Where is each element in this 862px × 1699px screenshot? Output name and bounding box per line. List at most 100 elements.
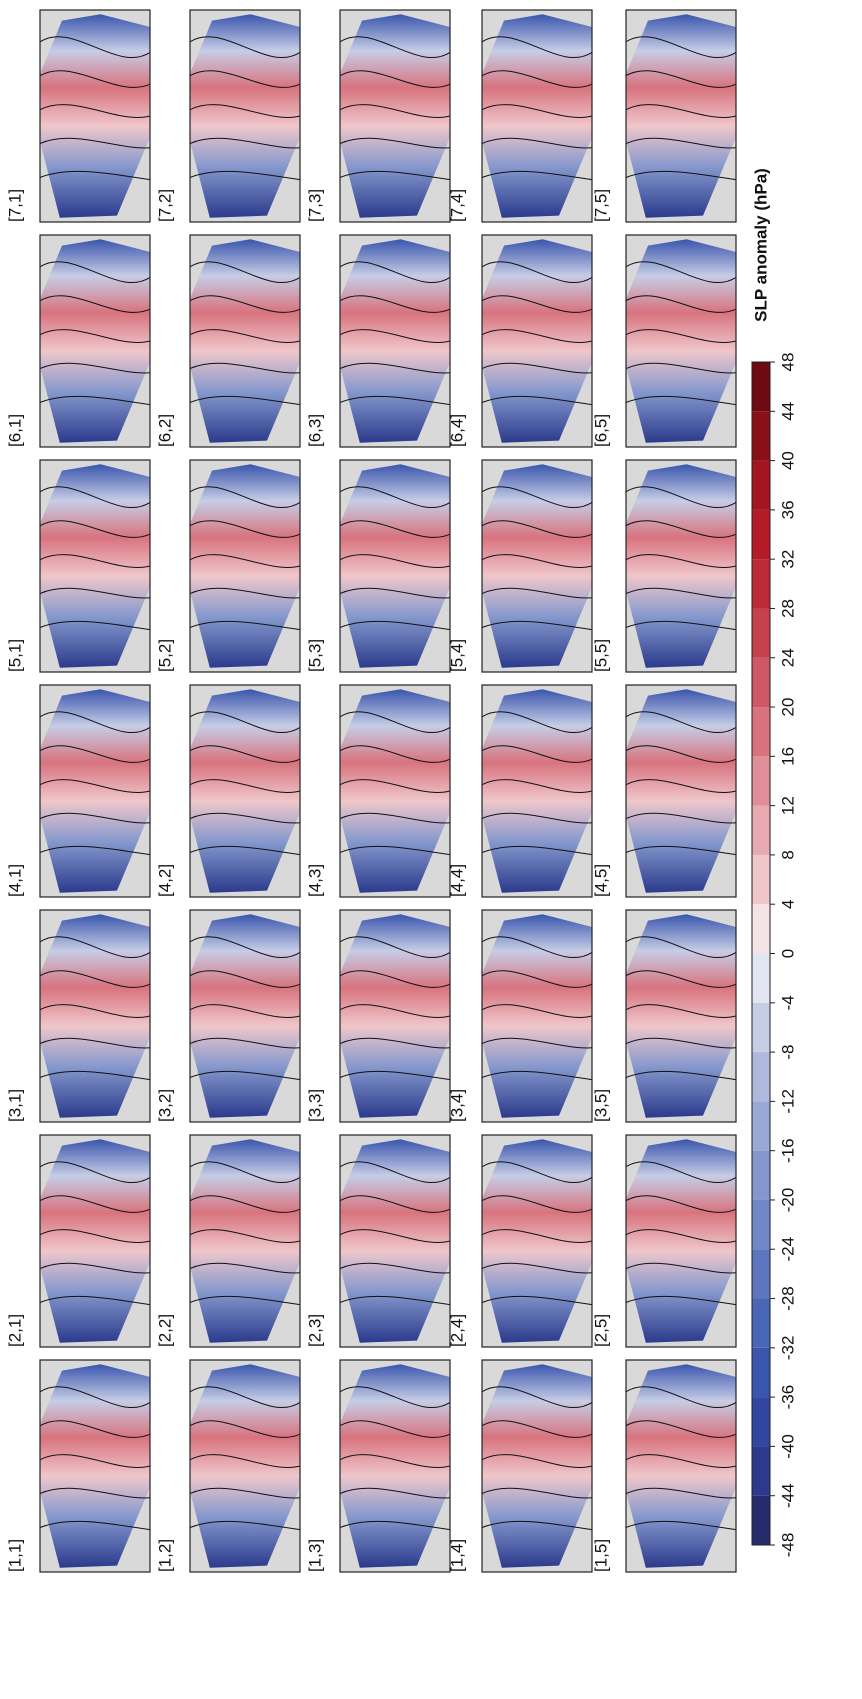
panel-label: [4,4] bbox=[447, 864, 466, 897]
colorbar-step bbox=[752, 658, 770, 707]
map-panel bbox=[340, 10, 450, 222]
panel-label: [5,5] bbox=[591, 639, 610, 672]
figure: [7,1][7,2][7,3][7,4][7,5][6,1][6,2][6,3]… bbox=[0, 0, 862, 1699]
panel-label: [6,5] bbox=[591, 414, 610, 447]
panel-label: [3,1] bbox=[5, 1089, 24, 1122]
colorbar-step bbox=[752, 1200, 770, 1249]
colorbar-step bbox=[752, 1299, 770, 1348]
map-panel bbox=[482, 460, 592, 672]
colorbar-tick-label: 0 bbox=[778, 949, 797, 958]
map-panel bbox=[340, 1135, 450, 1347]
colorbar-tick-label: -16 bbox=[778, 1138, 797, 1163]
colorbar-tick-label: 8 bbox=[778, 850, 797, 859]
colorbar-step bbox=[752, 904, 770, 953]
map-panel bbox=[40, 460, 150, 672]
colorbar-step bbox=[752, 362, 770, 411]
map-panel bbox=[40, 1135, 150, 1347]
map-panel bbox=[40, 1360, 150, 1572]
panel-label: [6,1] bbox=[5, 414, 24, 447]
colorbar-tick-label: 20 bbox=[778, 698, 797, 717]
panel-label: [2,2] bbox=[155, 1314, 174, 1347]
map-panel bbox=[40, 235, 150, 447]
colorbar-tick-label: -28 bbox=[778, 1286, 797, 1311]
panel-label: [7,2] bbox=[155, 189, 174, 222]
map-panel bbox=[40, 685, 150, 897]
map-panel bbox=[190, 1360, 300, 1572]
map-panel bbox=[482, 685, 592, 897]
panel-label: [3,2] bbox=[155, 1089, 174, 1122]
panel-label: [5,1] bbox=[5, 639, 24, 672]
colorbar-tick-label: 32 bbox=[778, 550, 797, 569]
panel-label: [6,4] bbox=[447, 414, 466, 447]
colorbar-step bbox=[752, 411, 770, 460]
colorbar-step bbox=[752, 1348, 770, 1397]
map-panel bbox=[482, 910, 592, 1122]
colorbar-step bbox=[752, 1446, 770, 1495]
map-panel bbox=[190, 235, 300, 447]
map-panel bbox=[626, 460, 736, 672]
panel-label: [6,2] bbox=[155, 414, 174, 447]
map-panel bbox=[40, 10, 150, 222]
colorbar-tick-label: 12 bbox=[778, 796, 797, 815]
panel-label: [2,5] bbox=[591, 1314, 610, 1347]
map-panel bbox=[340, 1360, 450, 1572]
panel-label: [1,5] bbox=[591, 1539, 610, 1572]
colorbar-tick-label: -32 bbox=[778, 1336, 797, 1361]
colorbar-step bbox=[752, 608, 770, 657]
panel-label: [4,3] bbox=[305, 864, 324, 897]
colorbar-step bbox=[752, 1496, 770, 1545]
map-panel bbox=[190, 910, 300, 1122]
colorbar-step bbox=[752, 855, 770, 904]
panel-label: [5,3] bbox=[305, 639, 324, 672]
panel-label: [1,2] bbox=[155, 1539, 174, 1572]
colorbar-tick-label: 24 bbox=[778, 648, 797, 667]
map-panel bbox=[340, 910, 450, 1122]
panel-label: [2,1] bbox=[5, 1314, 24, 1347]
map-panel bbox=[482, 1360, 592, 1572]
map-panel bbox=[626, 10, 736, 222]
panel-label: [4,5] bbox=[591, 864, 610, 897]
colorbar-tick-label: -4 bbox=[778, 995, 797, 1010]
panel-label: [4,1] bbox=[5, 864, 24, 897]
colorbar-tick-label: -12 bbox=[778, 1089, 797, 1114]
map-panel bbox=[626, 1360, 736, 1572]
map-panel bbox=[482, 10, 592, 222]
map-panel bbox=[626, 1135, 736, 1347]
colorbar-step bbox=[752, 1003, 770, 1052]
panel-label: [1,4] bbox=[447, 1539, 466, 1572]
colorbar-step bbox=[752, 1249, 770, 1298]
map-panel bbox=[340, 235, 450, 447]
colorbar-tick-label: 28 bbox=[778, 599, 797, 618]
map-panel bbox=[40, 910, 150, 1122]
colorbar-step bbox=[752, 1397, 770, 1446]
panel-label: [1,1] bbox=[5, 1539, 24, 1572]
colorbar-tick-label: -20 bbox=[778, 1188, 797, 1213]
panel-label: [5,4] bbox=[447, 639, 466, 672]
panel-label: [4,2] bbox=[155, 864, 174, 897]
panel-label: [2,3] bbox=[305, 1314, 324, 1347]
map-panel bbox=[626, 235, 736, 447]
colorbar-step bbox=[752, 954, 770, 1003]
colorbar-tick-label: -48 bbox=[778, 1533, 797, 1558]
panel-label: [7,5] bbox=[591, 189, 610, 222]
colorbar-step bbox=[752, 756, 770, 805]
colorbar-tick-label: 44 bbox=[778, 402, 797, 421]
colorbar-step bbox=[752, 559, 770, 608]
colorbar-tick-label: 4 bbox=[778, 899, 797, 908]
panel-label: [7,3] bbox=[305, 189, 324, 222]
panel-label: [7,4] bbox=[447, 189, 466, 222]
panel-label: [6,3] bbox=[305, 414, 324, 447]
map-panel bbox=[626, 910, 736, 1122]
panel-label: [2,4] bbox=[447, 1314, 466, 1347]
map-panel bbox=[340, 460, 450, 672]
map-panel bbox=[190, 460, 300, 672]
colorbar-step bbox=[752, 461, 770, 510]
panel-label: [3,3] bbox=[305, 1089, 324, 1122]
map-panel bbox=[340, 685, 450, 897]
map-panel bbox=[626, 685, 736, 897]
colorbar-tick-label: 36 bbox=[778, 500, 797, 519]
panel-label: [3,4] bbox=[447, 1089, 466, 1122]
colorbar-step bbox=[752, 707, 770, 756]
colorbar-step bbox=[752, 1151, 770, 1200]
colorbar-tick-label: -36 bbox=[778, 1385, 797, 1410]
